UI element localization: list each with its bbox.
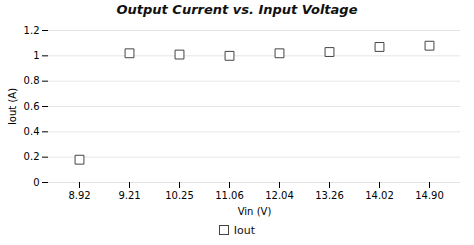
svg-text:Iout (A): Iout (A) — [7, 88, 18, 125]
svg-text:0.6: 0.6 — [24, 101, 40, 112]
svg-text:14.02: 14.02 — [365, 190, 394, 201]
svg-text:8.92: 8.92 — [68, 190, 90, 201]
html-text:Output Current vs. Input Volta: Output Current vs. Input Voltage — [116, 2, 358, 17]
svg-text:0.8: 0.8 — [24, 75, 40, 86]
svg-text:14.90: 14.90 — [415, 190, 444, 201]
html-text:Iout: Iout — [233, 223, 256, 237]
svg-text:13.26: 13.26 — [315, 190, 344, 201]
svg-text:Vin (V): Vin (V) — [238, 206, 272, 217]
svg-text:0: 0 — [33, 177, 39, 188]
svg-text:12.04: 12.04 — [265, 190, 294, 201]
svg-text:10.25: 10.25 — [165, 190, 194, 201]
svg-text:1: 1 — [33, 50, 39, 61]
svg-text:0.4: 0.4 — [24, 126, 40, 137]
svg-text:11.06: 11.06 — [215, 190, 244, 201]
svg-text:9.21: 9.21 — [118, 190, 140, 201]
svg-text:1.2: 1.2 — [24, 25, 40, 36]
svg-text:0.2: 0.2 — [24, 151, 40, 162]
